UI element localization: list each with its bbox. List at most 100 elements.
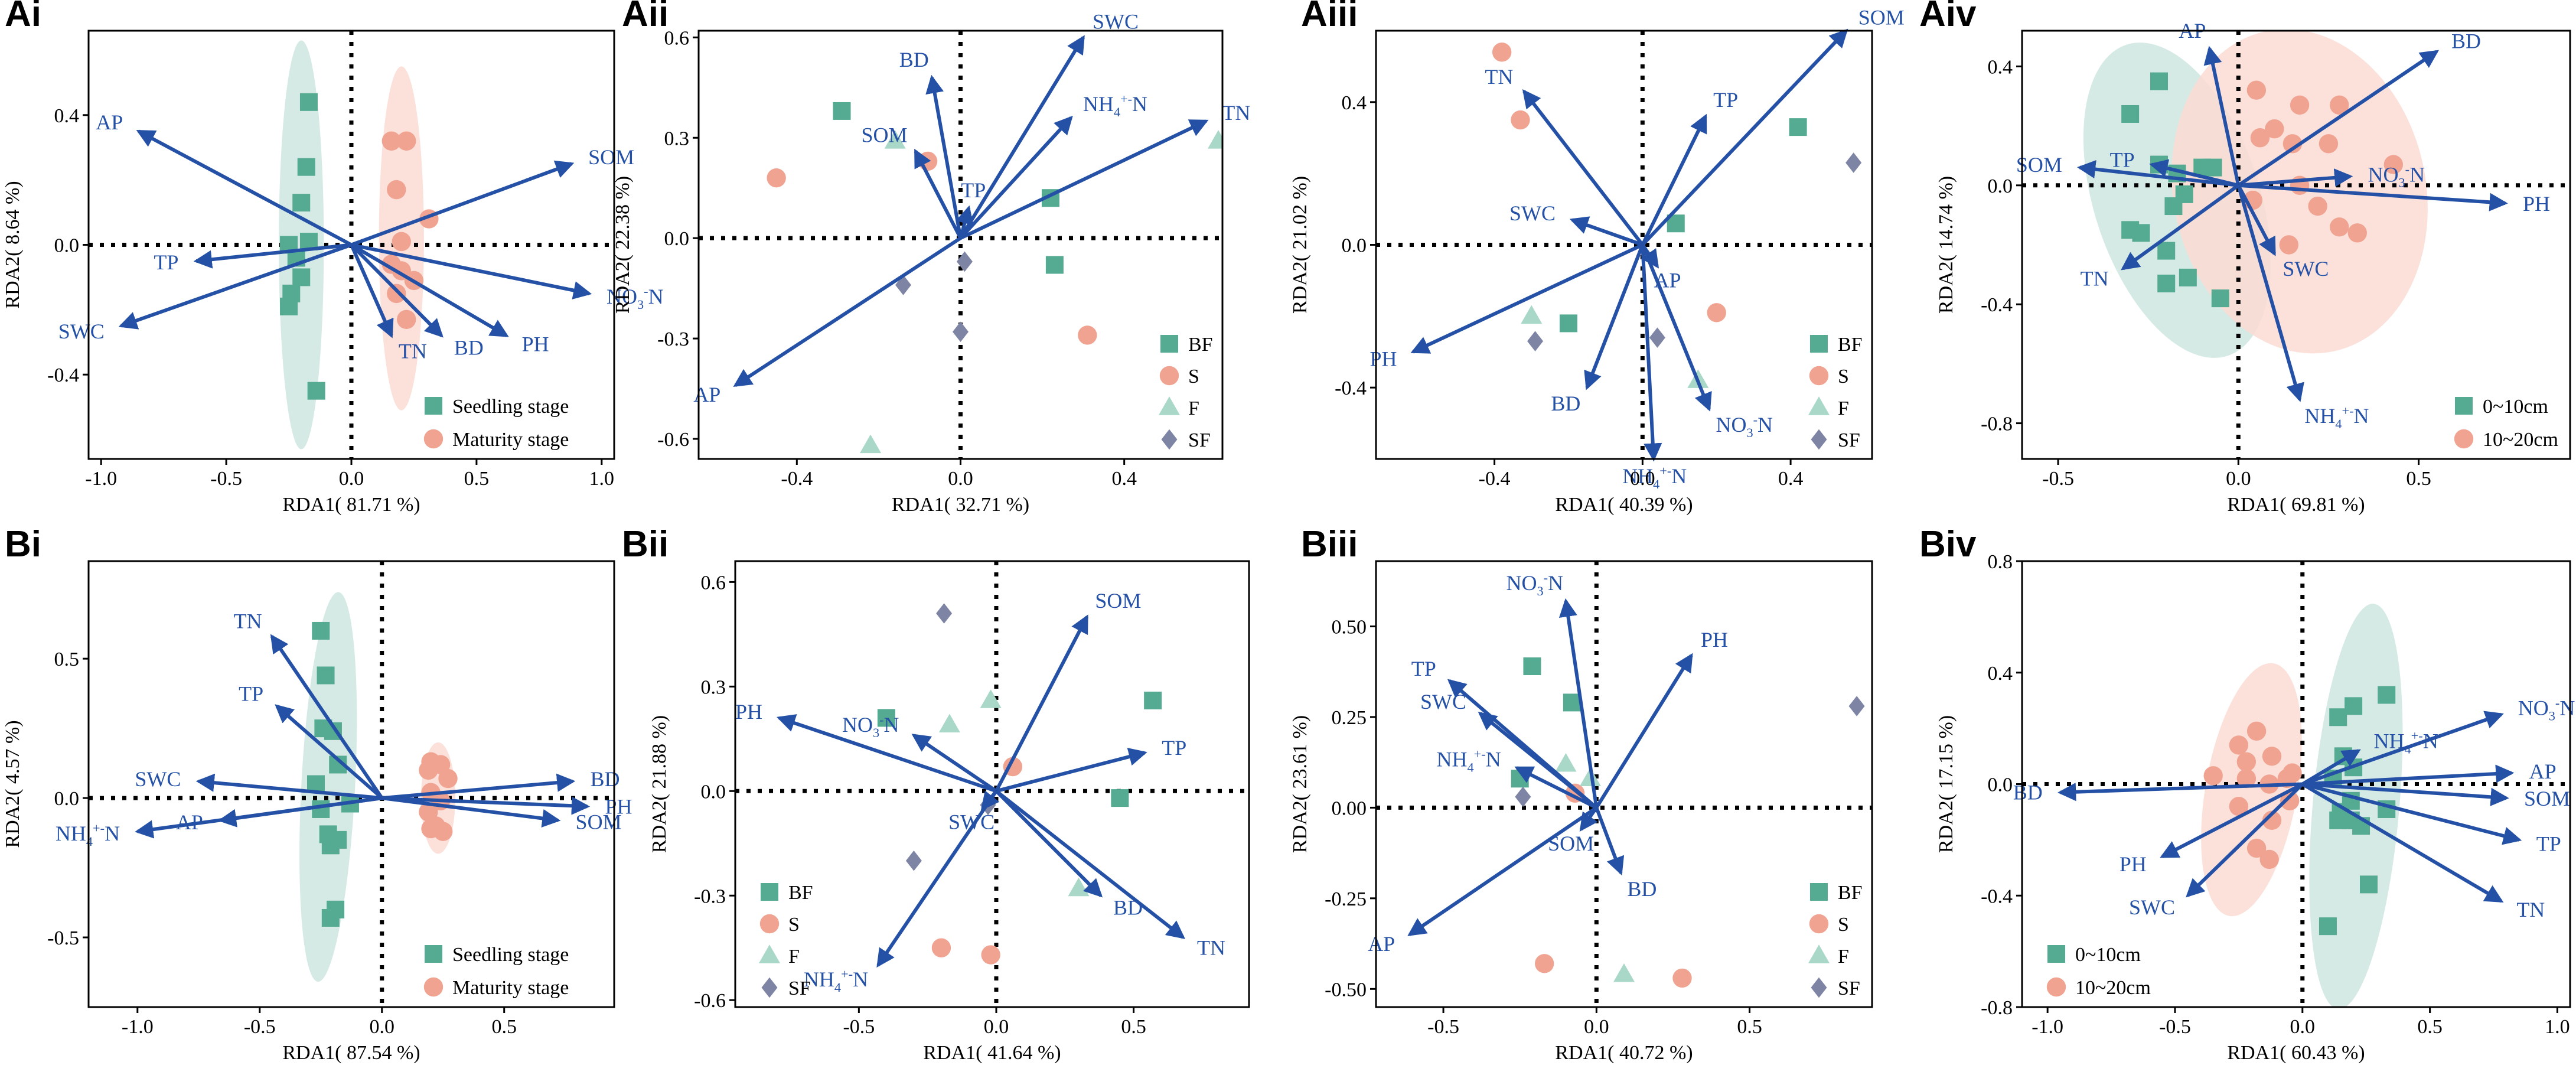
data-point xyxy=(2280,791,2300,811)
panel-label: Ai xyxy=(5,0,41,34)
y-tick-label: 0.4 xyxy=(54,105,80,127)
loading-arrow xyxy=(1514,766,1597,810)
loading-arrow xyxy=(2238,168,2353,187)
loading-arrow xyxy=(996,747,1147,793)
y-tick-label: 0.6 xyxy=(701,572,726,594)
loading-arrow xyxy=(1641,245,1662,462)
x-tick-label: 0.5 xyxy=(1737,1016,1762,1038)
arrow-label: BD xyxy=(591,767,620,791)
y-axis-label: RDA2( 4.57 %) xyxy=(2,720,24,848)
data-point xyxy=(1559,314,1577,333)
data-point xyxy=(1555,752,1577,772)
panel-label: Bi xyxy=(5,524,41,565)
x-tick-label: 0.5 xyxy=(464,468,490,490)
panel-biv: BivNH4+-NNO3-NAPSOMTPTNBDPHSWC-1.0-0.50.… xyxy=(1919,524,2575,1064)
data-point xyxy=(1534,954,1554,973)
loading-arrow xyxy=(2238,183,2508,211)
y-tick-label: 0.3 xyxy=(664,128,690,149)
loading-arrow xyxy=(2203,45,2241,186)
arrow-label: NH4+-N xyxy=(1083,92,1147,119)
legend: Seedling stage Maturity stage xyxy=(423,396,569,451)
y-tick-label: 0.0 xyxy=(54,788,80,810)
x-tick-label: 0.4 xyxy=(1111,468,1137,490)
data-point xyxy=(321,909,340,927)
data-point xyxy=(2229,735,2249,755)
x-tick-label: 0.0 xyxy=(984,1016,1009,1038)
x-tick-label: -0.5 xyxy=(2042,468,2074,490)
x-tick-label: -0.4 xyxy=(781,468,813,490)
loading-arrow xyxy=(1594,653,1693,809)
data-point xyxy=(1511,110,1530,130)
panel-label: Biii xyxy=(1301,524,1358,565)
legend-label: 0~10cm xyxy=(2075,944,2141,966)
y-tick-label: 0.4 xyxy=(1342,92,1367,114)
legend-label: Maturity stage xyxy=(452,429,569,451)
data-point xyxy=(1707,303,1726,322)
plot-area xyxy=(699,31,1222,459)
data-point xyxy=(1515,786,1531,807)
data-point xyxy=(317,666,335,685)
y-tick-label: -0.4 xyxy=(1981,885,2013,907)
data-point xyxy=(307,382,325,400)
data-point xyxy=(953,321,969,343)
legend-key xyxy=(1810,335,1828,353)
data-point xyxy=(2229,797,2249,816)
loading-arrow xyxy=(911,734,997,793)
data-point xyxy=(1492,43,1512,62)
data-point xyxy=(936,603,953,624)
legend-key xyxy=(761,977,778,998)
data-point xyxy=(1078,325,1097,345)
legend-key xyxy=(425,945,442,963)
legend-label: 0~10cm xyxy=(2483,396,2548,418)
legend-label: S xyxy=(1188,366,1199,387)
y-axis-label: RDA2( 8.64 %) xyxy=(2,181,24,308)
loading-arrow xyxy=(136,129,353,247)
legend-label: S xyxy=(1838,914,1849,936)
data-point xyxy=(299,93,318,111)
x-axis-label: RDA1( 41.64 %) xyxy=(923,1042,1061,1064)
legend-key xyxy=(2455,397,2473,415)
loading-arrow xyxy=(118,243,352,330)
data-point xyxy=(2308,196,2327,216)
loading-arrow xyxy=(2302,782,2522,845)
data-point xyxy=(1144,691,1162,709)
loading-arrow xyxy=(350,243,509,337)
data-point xyxy=(931,938,951,957)
data-point xyxy=(860,434,882,454)
legend-key xyxy=(1160,335,1178,353)
y-tick-label: -0.50 xyxy=(1325,979,1367,1001)
y-tick-label: 0.5 xyxy=(54,649,80,670)
legend-key xyxy=(423,429,444,449)
legend-key xyxy=(1159,366,1179,386)
legend-key xyxy=(425,397,442,415)
y-axis-label: RDA2( 22.38 %) xyxy=(612,176,634,314)
x-tick-label: 0.0 xyxy=(1584,1016,1609,1038)
y-tick-label: 0.0 xyxy=(1342,235,1367,257)
loading-arrow xyxy=(960,119,1209,240)
loading-arrow xyxy=(350,243,444,338)
loading-arrow xyxy=(275,704,383,800)
data-point xyxy=(877,709,895,727)
y-axis-label: RDA2( 21.88 %) xyxy=(648,715,670,853)
legend-label: F xyxy=(788,946,800,968)
data-point xyxy=(312,800,330,818)
data-point xyxy=(981,945,1000,965)
y-tick-label: 0.00 xyxy=(1332,797,1367,819)
data-point xyxy=(2164,197,2183,216)
data-point xyxy=(280,297,298,315)
y-tick-label: 0.50 xyxy=(1332,616,1367,638)
data-point xyxy=(392,232,411,252)
data-point xyxy=(2319,917,2337,936)
data-point xyxy=(2279,235,2298,255)
data-point xyxy=(2290,95,2310,115)
loading-arrow xyxy=(381,773,576,800)
legend-label: SF xyxy=(1188,429,1211,451)
data-point xyxy=(2329,708,2347,727)
loading-arrow xyxy=(995,789,1186,939)
confidence-ellipse xyxy=(2201,663,2302,917)
arrow-label: TP xyxy=(1411,657,1436,680)
arrow-label: NH4+-N xyxy=(804,967,868,995)
